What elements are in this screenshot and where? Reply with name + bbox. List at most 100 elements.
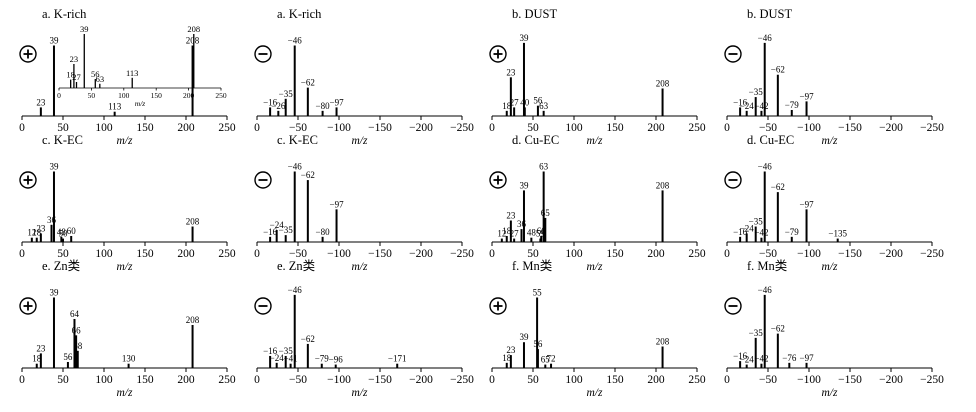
negative-ion-icon	[724, 297, 742, 315]
peak-label: −97	[800, 199, 815, 209]
peak-label: −97	[330, 199, 345, 209]
negative-ion-icon	[724, 171, 742, 189]
peak-label: −46	[758, 33, 773, 43]
x-tick-label: −200	[879, 122, 903, 134]
panel-title: e. Zn类	[277, 259, 316, 273]
peak-label: −79	[785, 100, 800, 110]
peak-label: −135	[828, 229, 847, 239]
x-tick-label: 100	[565, 248, 583, 260]
peak-label: 18	[502, 101, 512, 111]
peak-label: −62	[301, 334, 315, 344]
peak-label: 36	[517, 219, 527, 229]
x-tick-label: 150	[136, 248, 154, 260]
ion-mode-circle	[724, 45, 742, 63]
peak-label: −79	[785, 227, 800, 237]
panel-title: f. Mn类	[512, 259, 553, 273]
peak-label: −80	[316, 101, 331, 111]
peak-label: 130	[122, 354, 136, 364]
x-tick-label: 0	[19, 122, 25, 134]
x-axis-label: m/z	[352, 135, 369, 147]
peak-label: 60	[67, 226, 77, 236]
peak-label: 64	[70, 309, 80, 319]
inset-x-tick-label: 50	[88, 91, 96, 100]
x-axis-label: m/z	[822, 135, 839, 147]
x-tick-label: 50	[57, 122, 69, 134]
panel-title: a. K-rich	[42, 7, 87, 21]
x-tick-label: −250	[920, 374, 944, 386]
peak-label: −42	[754, 228, 768, 238]
peak-label: 68	[73, 341, 83, 351]
x-tick-label: −50	[289, 374, 307, 386]
panel-title: b. DUST	[747, 7, 793, 21]
x-tick-label: −250	[920, 122, 944, 134]
x-tick-label: 100	[95, 374, 113, 386]
peak-label: 39	[519, 332, 529, 342]
peak-label: 18	[502, 353, 512, 363]
x-tick-label: 100	[95, 122, 113, 134]
x-tick-label: −50	[289, 122, 307, 134]
positive-ion-icon	[489, 45, 507, 63]
peak-label: 18	[32, 228, 42, 238]
x-axis-label: m/z	[117, 387, 134, 399]
inset-x-axis-label: m/z	[135, 99, 146, 108]
peak-label: 39	[519, 33, 529, 43]
peak-label: −35	[279, 89, 294, 99]
x-tick-label: 200	[177, 248, 195, 260]
x-tick-label: −100	[797, 248, 821, 260]
negative-ion-icon	[724, 45, 742, 63]
peak-label: 48	[527, 228, 537, 238]
peak-label: −35	[749, 217, 764, 227]
peak-label: −16	[263, 97, 278, 107]
x-tick-label: −100	[327, 122, 351, 134]
x-tick-label: 0	[254, 122, 260, 134]
x-tick-label: 200	[647, 248, 665, 260]
x-tick-label: −50	[289, 248, 307, 260]
x-tick-label: 0	[724, 248, 730, 260]
x-tick-label: 0	[19, 248, 25, 260]
ion-mode-circle	[19, 297, 37, 315]
inset-peak-label: 39	[80, 24, 89, 34]
peak-label: −46	[758, 285, 773, 295]
peak-label: 48	[57, 227, 67, 237]
peak-label: 23	[36, 97, 46, 107]
panel-title: d. Cu-EC	[512, 133, 559, 147]
x-tick-label: −150	[368, 122, 392, 134]
peak-label: 23	[36, 343, 46, 353]
x-tick-label: −100	[327, 248, 351, 260]
x-tick-label: 0	[724, 374, 730, 386]
x-tick-label: 150	[606, 248, 624, 260]
inset-x-tick-label: 200	[183, 91, 195, 100]
x-axis-label: m/z	[822, 261, 839, 273]
peak-label: 23	[36, 223, 46, 233]
spectrum-panel: d. Cu-EC 0 −50 −100 −150 −200 −250 m/z −16−24−35…	[724, 133, 944, 273]
peak-label: −97	[330, 97, 345, 107]
peak-label: −42	[754, 354, 768, 364]
x-tick-label: 250	[218, 122, 236, 134]
positive-ion-icon	[19, 171, 37, 189]
panel-title: d. Cu-EC	[747, 133, 794, 147]
peak-label: 55	[533, 287, 543, 297]
spectrum-panel: b. DUST 0 −50 −100 −150 −200 −250 m/z −16−24 −35 −…	[724, 7, 944, 147]
x-tick-label: 150	[606, 374, 624, 386]
x-tick-label: −150	[838, 122, 862, 134]
peak-label: −46	[288, 161, 303, 171]
peak-label: 39	[49, 35, 59, 45]
peak-label: −46	[758, 161, 773, 171]
x-axis-label: m/z	[117, 135, 134, 147]
panel-title: a. K-rich	[277, 7, 322, 21]
x-tick-label: 100	[565, 374, 583, 386]
peak-label: 208	[186, 35, 200, 45]
peak-label: −80	[316, 227, 331, 237]
peak-label: −16	[733, 227, 748, 237]
x-tick-label: −200	[879, 374, 903, 386]
positive-ion-icon	[489, 171, 507, 189]
spectrum-panel: f. Mn类 0 −50 −100 −150 −200 −250 m/z −16−24 −35 −4…	[724, 259, 944, 399]
panel-title: b. DUST	[512, 7, 558, 21]
panel-title: e. Zn类	[42, 259, 81, 273]
x-tick-label: −150	[368, 248, 392, 260]
peak-label: 59	[536, 229, 546, 239]
